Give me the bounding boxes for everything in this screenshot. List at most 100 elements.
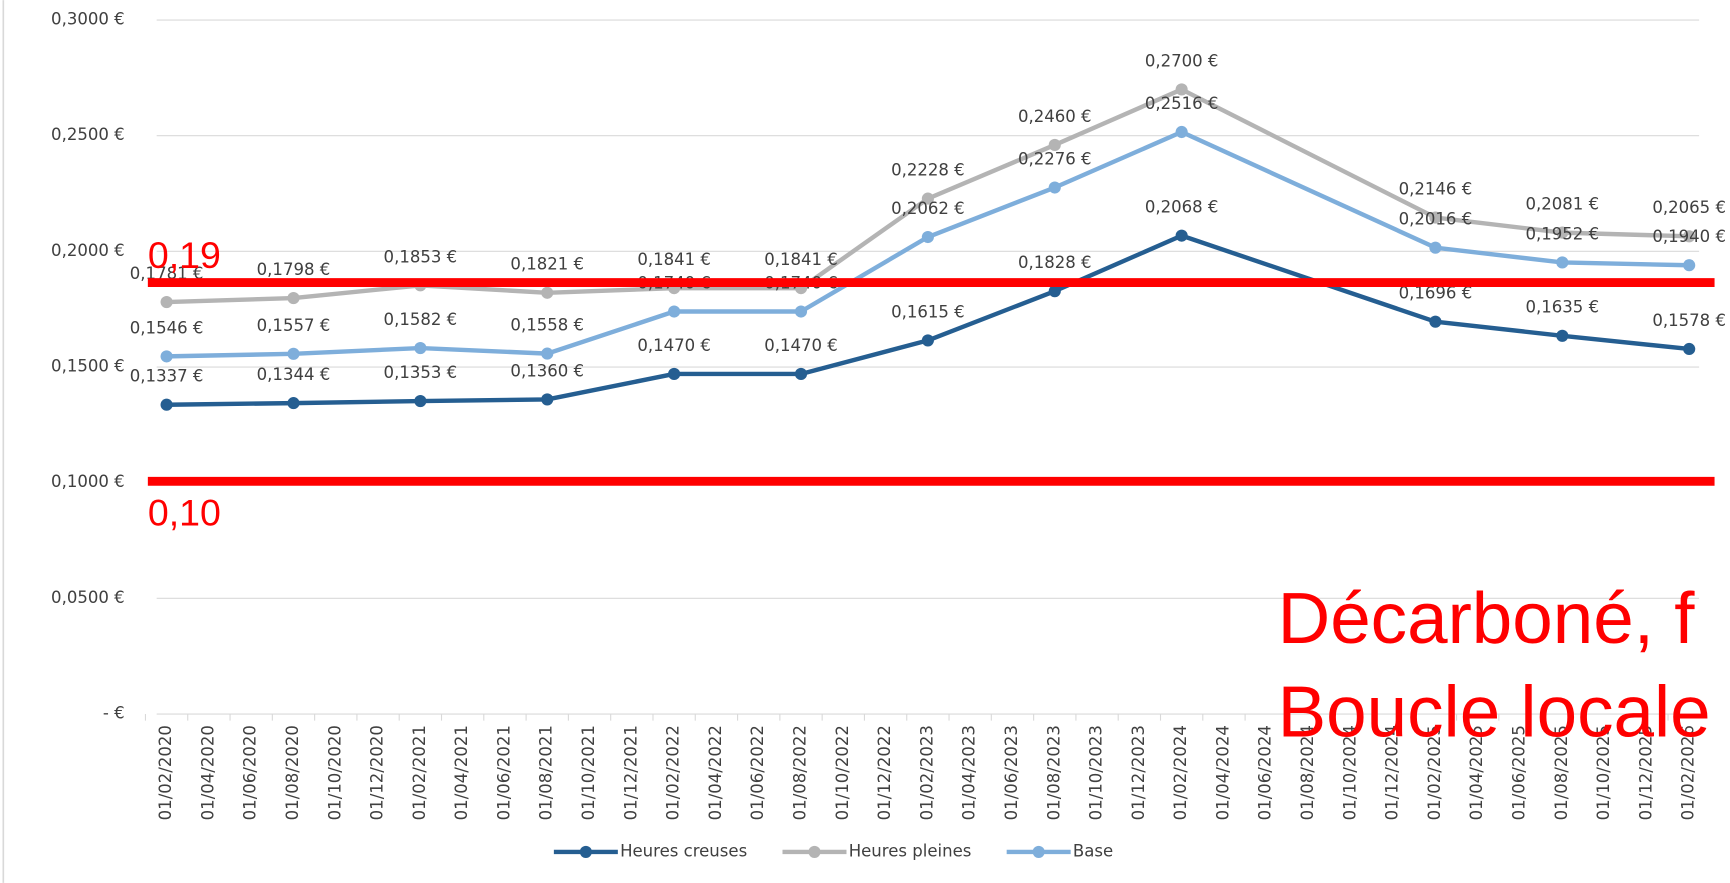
data-point (1048, 138, 1061, 152)
data-point (541, 347, 554, 360)
data-point (1683, 259, 1696, 272)
data-label: 0,2700 € (1145, 51, 1219, 70)
data-point (287, 292, 300, 305)
legend-label: Heures pleines (849, 841, 972, 860)
data-point (287, 397, 300, 410)
x-tick-label: 01/02/2021 (410, 725, 429, 820)
data-label: 0,1952 € (1525, 224, 1599, 243)
data-label: 0,1557 € (257, 316, 331, 335)
x-tick-label: 01/10/2024 (1340, 725, 1359, 820)
data-point (160, 350, 173, 363)
x-tick-label: 01/06/2020 (241, 725, 260, 820)
data-label: 0,2068 € (1145, 198, 1219, 217)
data-label: 0,1853 € (384, 247, 458, 266)
data-label: 0,1470 € (637, 336, 711, 355)
data-label: 0,1344 € (257, 365, 331, 384)
data-point (160, 295, 173, 309)
x-tick-label: 01/06/2025 (1510, 725, 1529, 820)
data-label: 0,1470 € (764, 336, 838, 355)
data-point (794, 367, 808, 381)
data-point (1556, 226, 1569, 239)
annotation: Boucle locale (1278, 672, 1711, 753)
x-tick-label: 01/04/2022 (706, 725, 725, 820)
y-tick-label: 0,1500 € (51, 357, 125, 376)
data-label: 0,1841 € (637, 250, 711, 269)
data-label: 0,2081 € (1525, 195, 1599, 214)
data-label: 0,2460 € (1018, 107, 1092, 126)
data-label: 0,1360 € (510, 361, 584, 380)
data-label: 0,1940 € (1652, 227, 1726, 246)
series-line (166, 129, 1690, 359)
data-point (668, 367, 681, 381)
series-line (166, 87, 1690, 305)
data-point (1556, 256, 1569, 269)
x-tick-label: 01/12/2022 (875, 725, 894, 820)
x-tick-label: 01/12/2021 (621, 725, 640, 820)
x-tick-label: 01/10/2023 (1087, 725, 1106, 820)
y-tick-label: 0,1000 € (51, 472, 125, 491)
data-point (668, 305, 681, 318)
data-label: 0,2065 € (1652, 198, 1726, 217)
x-tick-label: 01/10/2022 (833, 725, 852, 820)
data-label: 0,1798 € (257, 260, 331, 279)
x-tick-label: 01/08/2021 (537, 725, 556, 820)
x-tick-label: 01/06/2023 (1002, 725, 1021, 820)
data-point (541, 393, 554, 406)
data-label: 0,1841 € (764, 250, 838, 269)
data-point (1429, 315, 1442, 328)
x-tick-label: 01/04/2024 (1213, 725, 1232, 820)
x-tick-label: 01/08/2022 (791, 725, 810, 820)
reference-label: 0,10 (148, 491, 221, 533)
legend-label: Base (1073, 841, 1113, 860)
data-label: 0,1821 € (510, 255, 584, 274)
data-point (1429, 241, 1442, 254)
data-point (1175, 229, 1188, 242)
y-tick-label: - € (103, 704, 125, 723)
x-tick-label: 01/10/2021 (579, 725, 598, 820)
data-label: 0,1353 € (384, 363, 458, 382)
data-label: 0,2276 € (1018, 149, 1092, 168)
x-tick-label: 01/06/2022 (748, 725, 767, 820)
x-tick-label: 01/02/2020 (156, 725, 175, 820)
data-label: 0,1337 € (130, 367, 204, 386)
data-point (921, 230, 934, 244)
x-tick-label: 01/12/2025 (1636, 725, 1655, 820)
y-tick-label: 0,0500 € (51, 588, 125, 607)
x-tick-label: 01/10/2025 (1594, 725, 1613, 820)
x-tick-label: 01/06/2024 (1256, 725, 1275, 820)
x-tick-label: 01/12/2020 (368, 725, 387, 820)
data-label: 0,1558 € (510, 316, 584, 335)
x-tick-label: 01/08/2025 (1552, 725, 1571, 820)
data-point (414, 341, 427, 355)
x-tick-label: 01/02/2022 (664, 725, 683, 820)
data-label: 0,1582 € (384, 310, 458, 329)
data-point (1683, 230, 1696, 243)
x-tick-label: 01/02/2025 (1425, 725, 1444, 820)
data-label: 0,2228 € (891, 161, 965, 180)
data-point (1556, 329, 1569, 342)
x-tick-label: 01/06/2021 (494, 725, 513, 820)
data-point (921, 334, 934, 347)
legend-label: Heures creuses (620, 841, 747, 860)
legend-marker (579, 845, 592, 859)
x-tick-label: 01/02/2023 (917, 725, 936, 820)
data-label: 0,1546 € (130, 318, 204, 337)
y-tick-label: 0,2500 € (51, 125, 125, 144)
annotation: Décarboné, f (1278, 578, 1696, 659)
x-tick-label: 01/04/2020 (198, 725, 217, 820)
x-tick-label: 01/12/2024 (1383, 725, 1402, 820)
data-label: 0,1696 € (1399, 284, 1473, 303)
data-label: 0,2016 € (1399, 210, 1473, 229)
data-point (921, 192, 934, 205)
y-tick-label: 0,3000 € (51, 10, 125, 29)
data-point (287, 347, 300, 360)
x-tick-label: 01/04/2025 (1467, 725, 1486, 820)
x-tick-label: 01/08/2023 (1044, 725, 1063, 820)
legend-marker (1032, 845, 1045, 859)
series-line (166, 233, 1690, 407)
data-label: 0,1578 € (1652, 311, 1726, 330)
reference-label: 0,19 (148, 234, 221, 276)
data-label: 0,2516 € (1145, 94, 1219, 113)
y-tick-label: 0,2000 € (51, 241, 125, 260)
